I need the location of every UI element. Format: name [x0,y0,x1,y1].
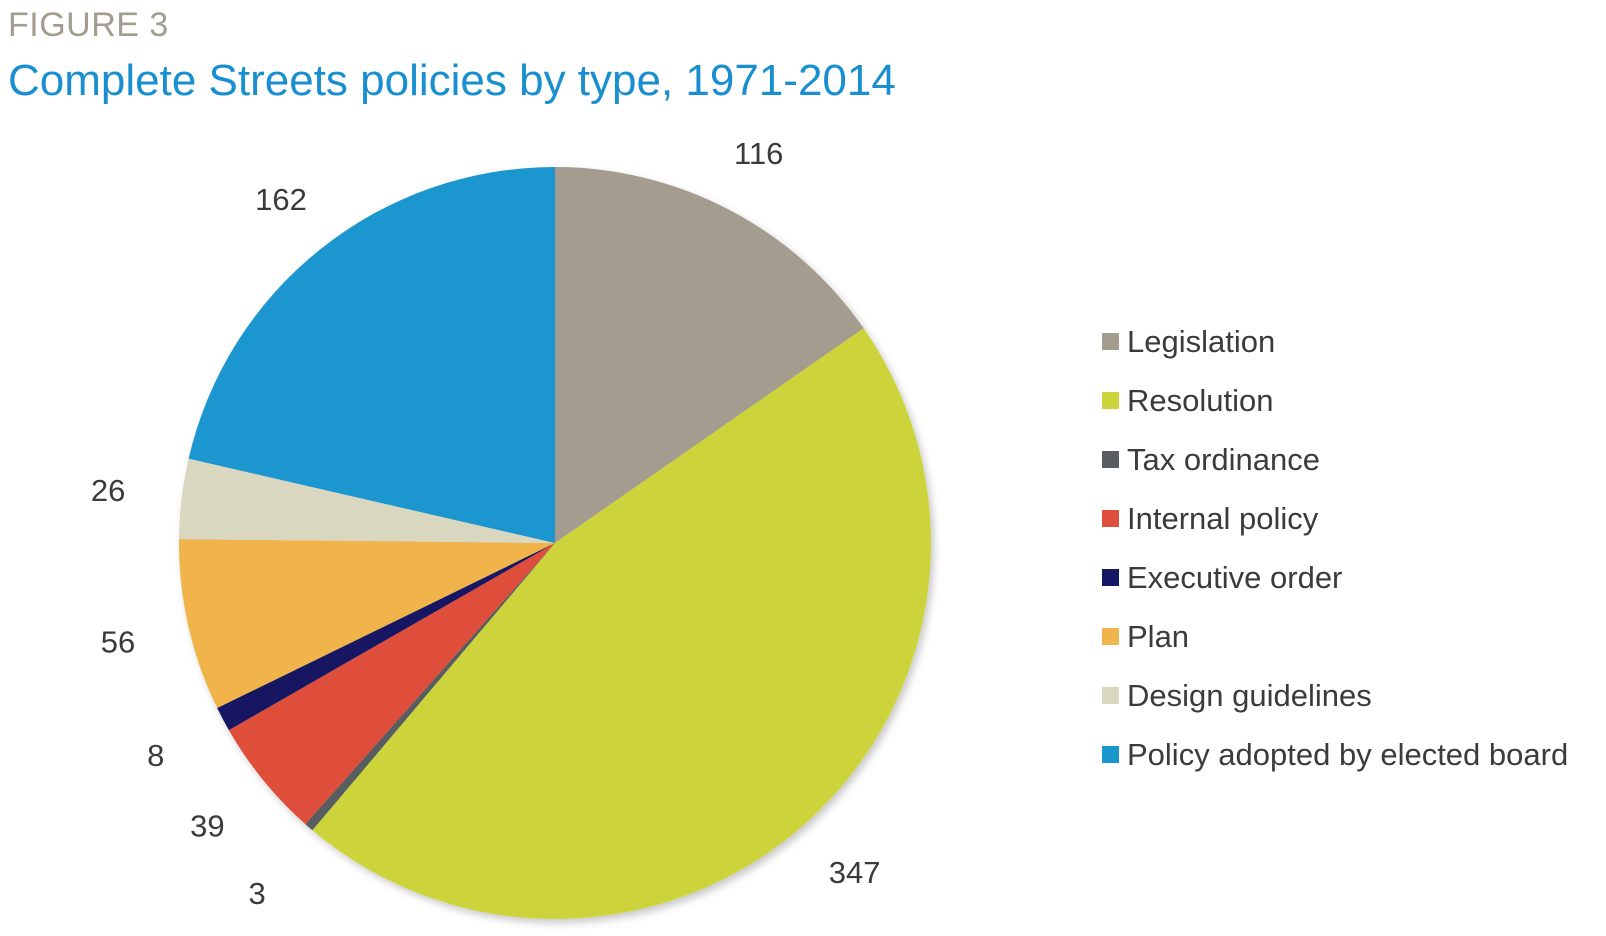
legend-item-tax-ordinance: Tax ordinance [1102,430,1568,489]
legend-swatch [1102,687,1119,704]
slice-label-resolution: 347 [829,855,881,890]
legend-swatch [1102,628,1119,645]
legend-label: Plan [1127,618,1190,654]
legend-label: Legislation [1127,323,1276,359]
legend-item-internal-policy: Internal policy [1102,489,1568,548]
legend-swatch [1102,746,1119,763]
pie-slice-legislation [555,167,864,543]
slice-label-tax-ordinance: 3 [248,876,265,911]
slice-label-internal-policy: 39 [190,809,224,844]
slice-label-legislation: 116 [734,136,783,171]
legend-item-executive-order: Executive order [1102,548,1568,607]
pie-slice-plan [178,539,555,709]
legend-swatch [1102,510,1119,527]
slice-label-plan: 56 [101,625,135,660]
legend-item-resolution: Resolution [1102,371,1568,430]
legend-label: Executive order [1127,559,1343,595]
legend-item-plan: Plan [1102,607,1568,666]
pie-slice-design-guidelines [179,458,555,543]
legend-label: Internal policy [1127,500,1319,536]
legend-swatch [1102,451,1119,468]
slice-label-executive-order: 8 [147,738,164,773]
legend: Legislation Resolution Tax ordinance Intern… [1102,312,1568,784]
legend-swatch [1102,569,1119,586]
legend-item-design-guidelines: Design guidelines [1102,666,1568,725]
figure-label: FIGURE 3 [8,6,169,44]
legend-swatch [1102,392,1119,409]
legend-item-legislation: Legislation [1102,312,1568,371]
slice-label-design-guidelines: 26 [91,473,125,508]
pie-slice-resolution [312,328,932,920]
pie-slice-executive-order [217,543,555,731]
legend-swatch [1102,333,1119,350]
legend-label: Tax ordinance [1127,441,1321,477]
legend-label: Policy adopted by elected board [1127,736,1569,772]
slice-label-policy-adopted-by-elected-board: 162 [255,182,307,217]
legend-label: Resolution [1127,382,1274,418]
pie-slice-policy-adopted-by-elected-board [188,167,555,543]
legend-label: Design guidelines [1127,677,1372,713]
pie-slice-internal-policy [228,543,556,825]
chart-title: Complete Streets policies by type, 1971-… [8,56,896,105]
pie-chart: 116 347 3 39 8 56 26 162 [91,136,932,920]
legend-item-policy-adopted-by-elected-board: Policy adopted by elected board [1102,725,1568,784]
pie-slice-tax-ordinance [305,543,555,831]
